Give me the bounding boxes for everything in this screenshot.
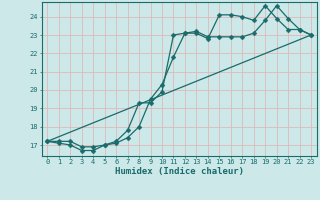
X-axis label: Humidex (Indice chaleur): Humidex (Indice chaleur): [115, 167, 244, 176]
